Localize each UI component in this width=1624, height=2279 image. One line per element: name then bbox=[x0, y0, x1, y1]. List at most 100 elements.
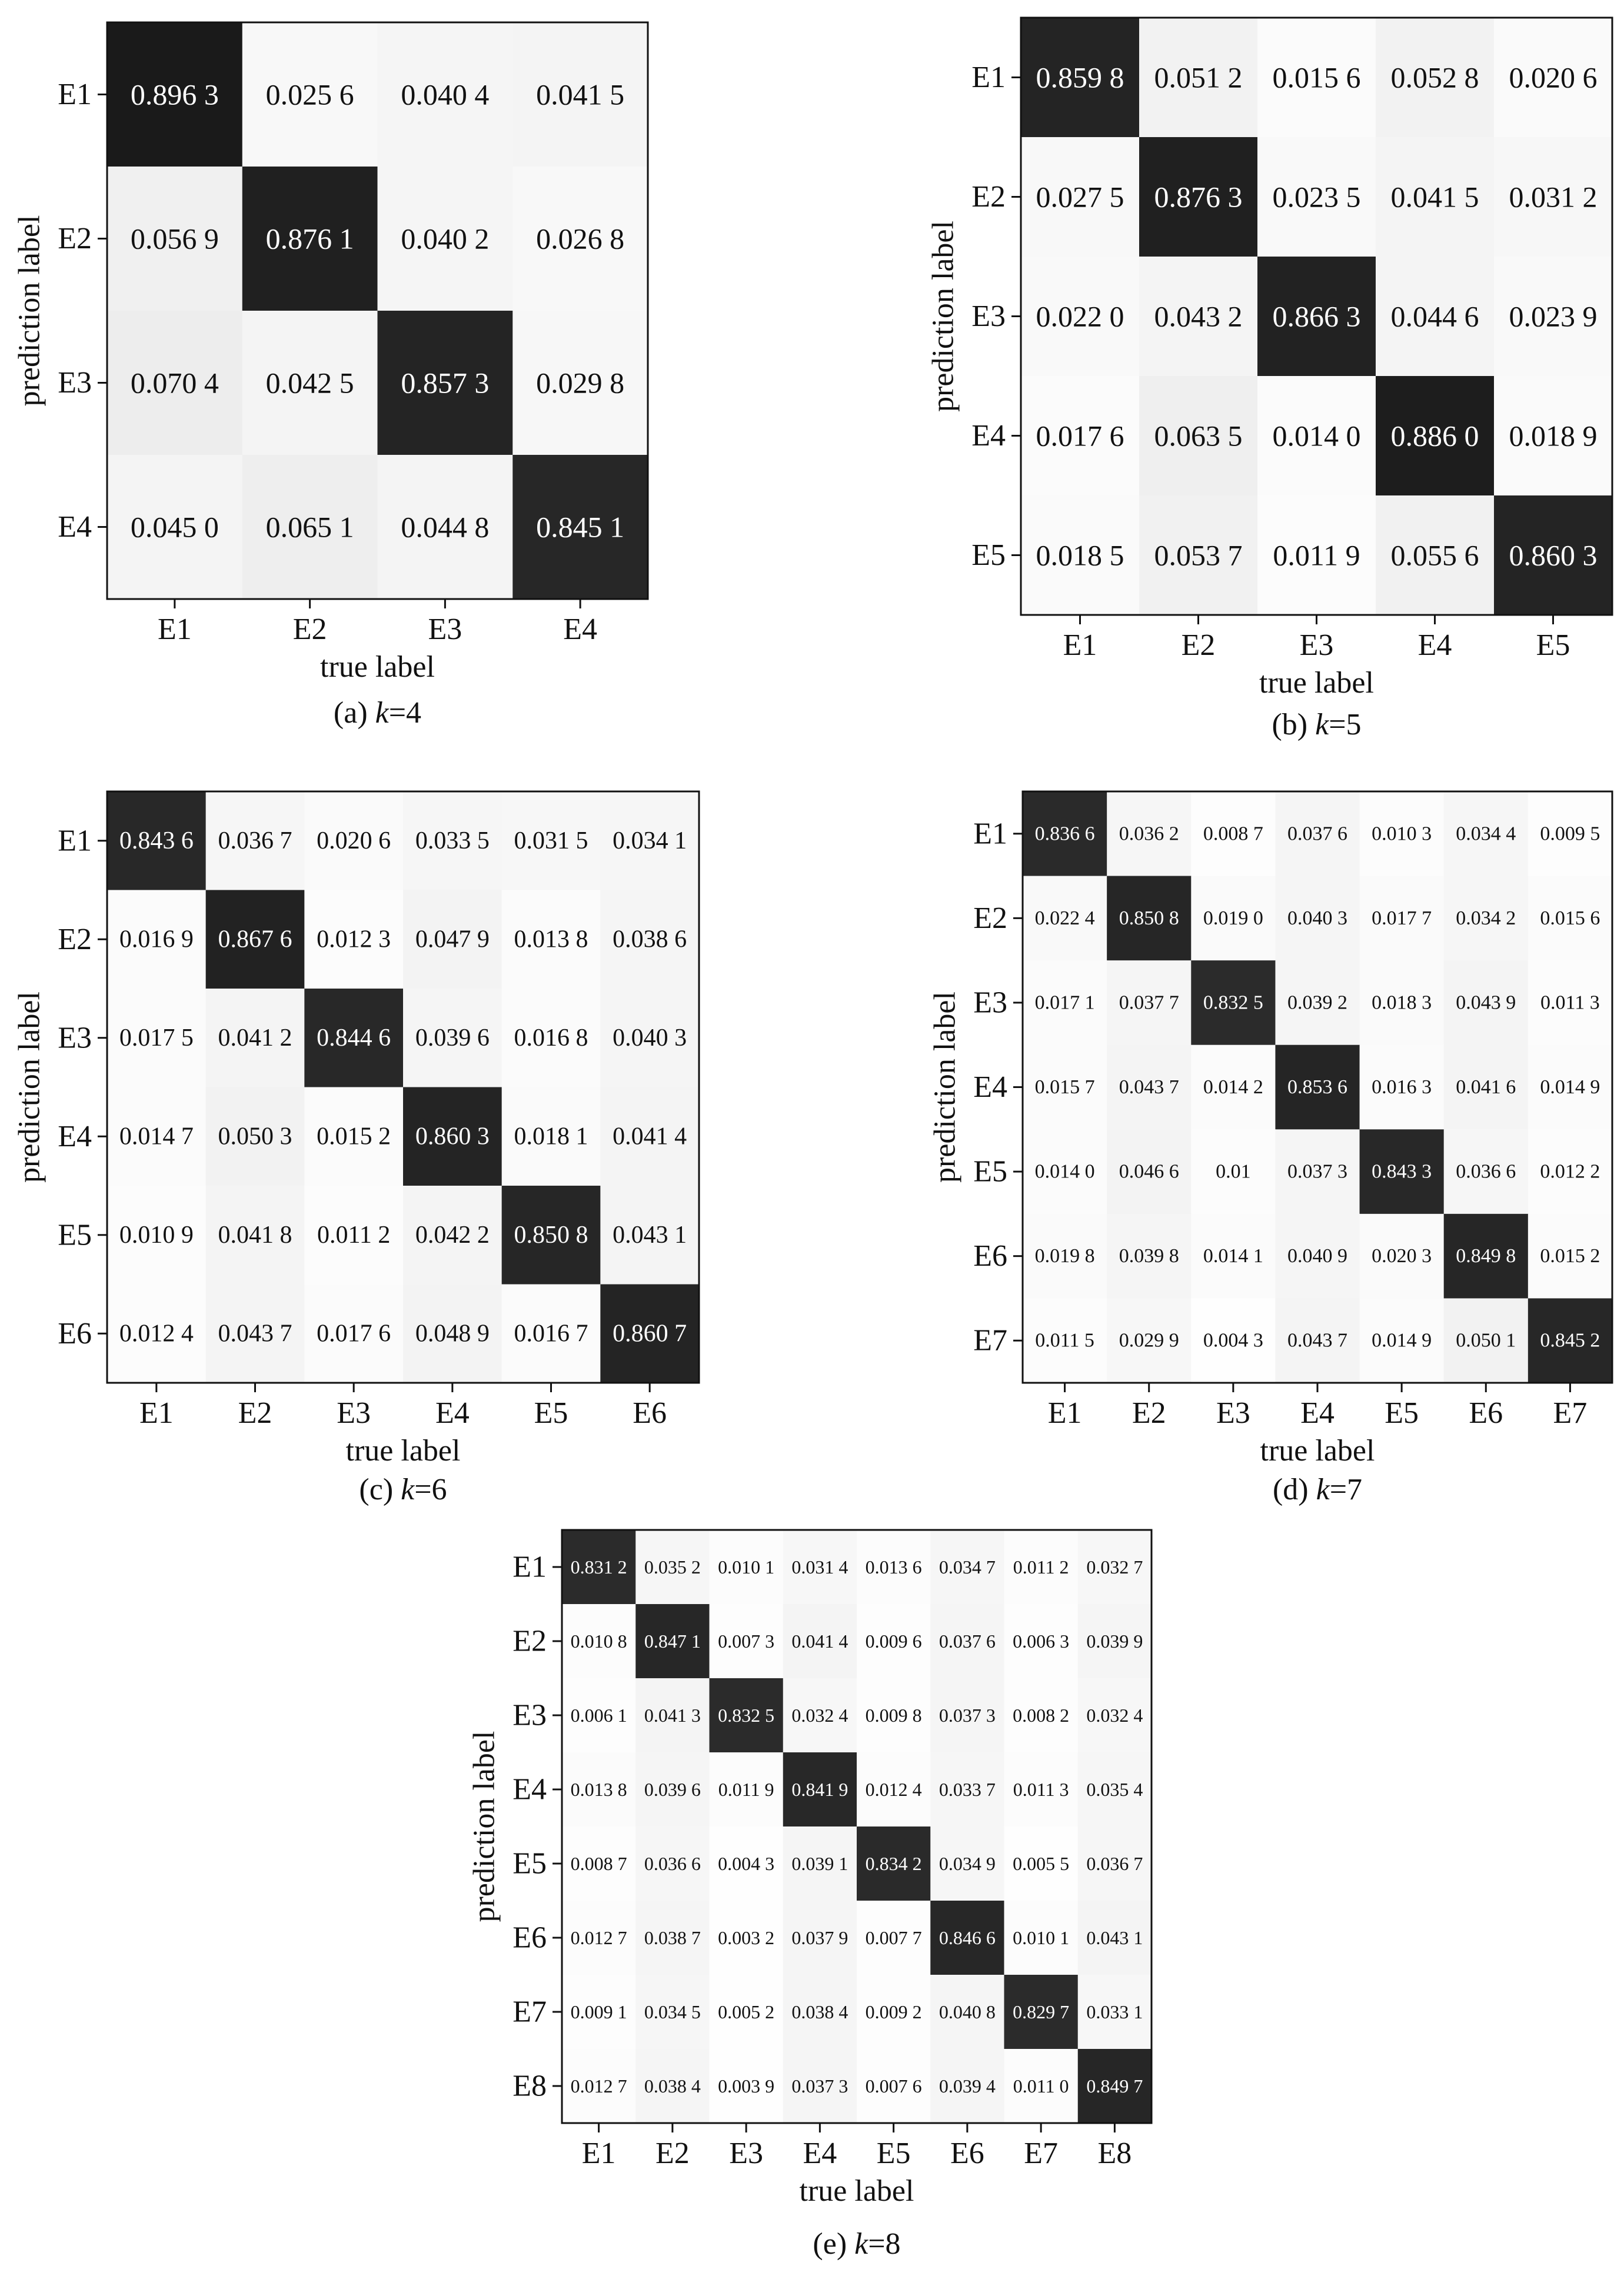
x-tick-label: E6 bbox=[1469, 1396, 1503, 1430]
heatmap-cell bbox=[1004, 1975, 1079, 2050]
cell-value-label: 0.014 9 bbox=[1540, 1076, 1600, 1098]
heatmap-cell bbox=[1443, 1213, 1529, 1299]
y-tick-label: E1 bbox=[971, 61, 1006, 94]
cell-value-label: 0.040 3 bbox=[613, 1024, 687, 1052]
x-axis-title: true label bbox=[800, 2174, 914, 2208]
cell-value-label: 0.011 9 bbox=[718, 1779, 774, 1800]
cell-value-label: 0.025 6 bbox=[266, 78, 354, 111]
y-tick-label: E1 bbox=[973, 817, 1007, 850]
plot-frame bbox=[106, 790, 700, 1384]
panel-caption: (e) k=8 bbox=[813, 2227, 900, 2261]
cell-value-label: 0.032 4 bbox=[791, 1705, 848, 1726]
cell-value-label: 0.017 6 bbox=[317, 1320, 391, 1347]
cell-value-label: 0.006 1 bbox=[571, 1705, 627, 1726]
heatmap-cell bbox=[1191, 960, 1276, 1046]
cell-value-label: 0.038 4 bbox=[791, 2001, 848, 2022]
cell-value-label: 0.038 4 bbox=[644, 2075, 701, 2097]
y-axis-title: prediction label bbox=[468, 1731, 501, 1922]
cell-value-label: 0.041 4 bbox=[613, 1123, 687, 1150]
cell-value-label: 0.045 0 bbox=[131, 511, 219, 544]
cell-value-label: 0.014 0 bbox=[1273, 420, 1361, 453]
heatmap-cell bbox=[1528, 1298, 1613, 1383]
y-tick-label: E1 bbox=[58, 824, 92, 857]
cell-value-label: 0.038 6 bbox=[613, 926, 687, 953]
cell-value-label: 0.036 7 bbox=[218, 827, 292, 854]
heatmap-cell bbox=[1107, 791, 1192, 877]
cell-value-label: 0.014 0 bbox=[1035, 1161, 1095, 1183]
heatmap-cell bbox=[1275, 1044, 1360, 1130]
panel-caption: (c) k=6 bbox=[359, 1473, 447, 1506]
y-tick-label: E4 bbox=[973, 1070, 1007, 1104]
cell-value-label: 0.009 2 bbox=[866, 2001, 922, 2022]
heatmap-cell bbox=[1077, 1752, 1152, 1827]
heatmap-cell bbox=[1257, 18, 1376, 138]
panel-caption: (d) k=7 bbox=[1273, 1473, 1362, 1506]
y-tick-label: E5 bbox=[973, 1155, 1007, 1189]
cell-value-label: 0.004 3 bbox=[1203, 1330, 1263, 1352]
heatmap-cell bbox=[107, 989, 207, 1088]
cell-value-label: 0.041 2 bbox=[218, 1024, 292, 1052]
heatmap-cell bbox=[513, 455, 648, 600]
heatmap-cell bbox=[600, 1284, 700, 1383]
x-tick-label: E5 bbox=[534, 1396, 568, 1430]
cell-value-label: 0.043 7 bbox=[1119, 1076, 1179, 1098]
x-tick-label: E4 bbox=[803, 2137, 837, 2170]
x-tick-label: E4 bbox=[1418, 628, 1452, 662]
heatmap-cell bbox=[242, 167, 378, 311]
cell-value-label: 0.836 6 bbox=[1035, 823, 1095, 844]
heatmap-cell bbox=[1257, 137, 1376, 257]
heatmap-cell bbox=[1139, 376, 1258, 496]
y-tick-label: E3 bbox=[513, 1699, 547, 1732]
cell-value-label: 0.866 3 bbox=[1273, 300, 1361, 333]
cell-value-label: 0.012 4 bbox=[866, 1779, 922, 1800]
heatmap-cell bbox=[783, 2049, 857, 2124]
cell-value-label: 0.011 9 bbox=[1273, 539, 1360, 572]
heatmap-cell bbox=[107, 455, 243, 600]
y-tick-label: E3 bbox=[58, 1021, 92, 1054]
heatmap-cell bbox=[1191, 791, 1276, 877]
cell-value-label: 0.015 2 bbox=[1540, 1245, 1600, 1267]
y-tick-label: E8 bbox=[513, 2070, 547, 2103]
y-tick-label: E6 bbox=[58, 1317, 92, 1350]
heatmap-cell bbox=[1359, 1044, 1445, 1130]
cell-value-label: 0.027 5 bbox=[1036, 181, 1124, 214]
cell-value-label: 0.056 9 bbox=[131, 222, 219, 255]
heatmap-cell bbox=[1107, 960, 1192, 1046]
cell-value-label: 0.017 6 bbox=[1036, 420, 1124, 453]
heatmap-cell bbox=[1004, 1901, 1079, 1975]
cell-value-label: 0.011 3 bbox=[1540, 992, 1600, 1013]
cell-value-label: 0.853 6 bbox=[1287, 1076, 1347, 1098]
cell-value-label: 0.008 2 bbox=[1013, 1705, 1069, 1726]
heatmap-cell bbox=[1077, 1901, 1152, 1975]
heatmap-cell bbox=[513, 311, 648, 455]
heatmap-cell bbox=[635, 1604, 710, 1679]
cell-value-label: 0.886 0 bbox=[1391, 420, 1479, 453]
cell-value-label: 0.831 2 bbox=[571, 1556, 627, 1578]
heatmap-cell bbox=[1494, 137, 1613, 257]
heatmap-cell bbox=[304, 1087, 404, 1186]
cell-value-label: 0.053 7 bbox=[1154, 539, 1243, 572]
cell-value-label: 0.035 2 bbox=[644, 1556, 701, 1578]
cell-value-label: 0.044 6 bbox=[1391, 300, 1479, 333]
cell-value-label: 0.044 8 bbox=[401, 511, 489, 544]
y-tick-label: E5 bbox=[513, 1847, 547, 1881]
heatmap-cell bbox=[1077, 1678, 1152, 1753]
cell-value-label: 0.016 8 bbox=[514, 1024, 588, 1052]
heatmap-cell bbox=[1359, 1298, 1445, 1383]
cell-value-label: 0.018 9 bbox=[1509, 420, 1598, 453]
cell-value-label: 0.043 7 bbox=[1287, 1330, 1347, 1352]
cell-value-label: 0.007 7 bbox=[866, 1927, 922, 1948]
heatmap-cell bbox=[1191, 876, 1276, 961]
heatmap-cell bbox=[1107, 876, 1192, 961]
x-tick-label: E8 bbox=[1097, 2137, 1132, 2170]
heatmap-cell bbox=[600, 1186, 700, 1285]
cell-value-label: 0.031 5 bbox=[514, 827, 588, 854]
cell-value-label: 0.023 9 bbox=[1509, 300, 1598, 333]
cell-value-label: 0.055 6 bbox=[1391, 539, 1479, 572]
heatmap-cell bbox=[709, 2049, 784, 2124]
cell-value-label: 0.006 3 bbox=[1013, 1631, 1069, 1652]
x-tick-label: E3 bbox=[428, 613, 462, 646]
cell-value-label: 0.051 2 bbox=[1154, 61, 1243, 94]
x-tick-label: E6 bbox=[950, 2137, 984, 2170]
heatmap-cell bbox=[501, 1284, 601, 1383]
